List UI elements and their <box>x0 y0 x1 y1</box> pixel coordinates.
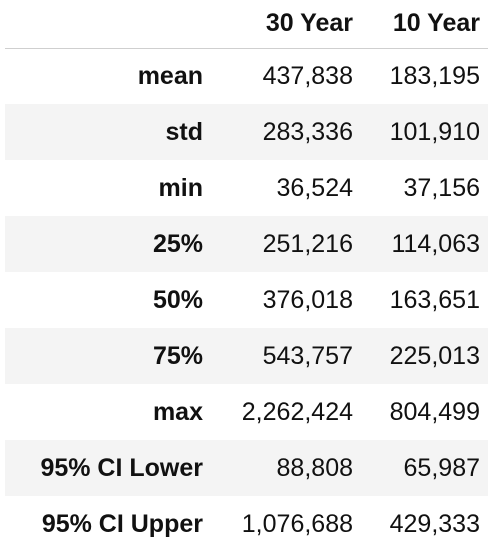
column-header-30-year: 30 Year <box>211 0 359 49</box>
table-row: 95% CI Lower 88,808 65,987 <box>5 440 488 496</box>
cell-max-10-year: 804,499 <box>389 397 480 426</box>
column-header-10-year: 10 Year <box>359 0 488 49</box>
row-label-75-percent: 75% <box>152 341 203 370</box>
table-header: 30 Year 10 Year <box>5 0 488 49</box>
index-header <box>5 0 211 49</box>
cell-std-10-year: 101,910 <box>389 117 480 146</box>
header-row: 30 Year 10 Year <box>5 0 488 49</box>
table-row: 50% 376,018 163,651 <box>5 272 488 328</box>
cell-mean-10-year: 183,195 <box>389 61 480 90</box>
cell-max-30-year: 2,262,424 <box>241 397 353 426</box>
row-label-min: min <box>158 173 203 202</box>
row-label-95-ci-lower: 95% CI Lower <box>40 453 203 482</box>
table-row: 95% CI Upper 1,076,688 429,333 <box>5 496 488 552</box>
row-label-25-percent: 25% <box>152 229 203 258</box>
table-row: max 2,262,424 804,499 <box>5 384 488 440</box>
table-row: mean 437,838 183,195 <box>5 48 488 104</box>
table-body: mean 437,838 183,195 std 283,336 101,910… <box>5 48 488 552</box>
cell-25-percent-30-year: 251,216 <box>262 229 353 258</box>
cell-95-ci-upper-30-year: 1,076,688 <box>241 509 353 538</box>
cell-std-30-year: 283,336 <box>262 117 353 146</box>
cell-25-percent-10-year: 114,063 <box>391 229 480 258</box>
cell-min-30-year: 36,524 <box>276 173 353 202</box>
cell-min-10-year: 37,156 <box>403 173 480 202</box>
cell-75-percent-10-year: 225,013 <box>389 341 480 370</box>
row-label-50-percent: 50% <box>152 285 203 314</box>
cell-50-percent-30-year: 376,018 <box>262 285 353 314</box>
table-row: min 36,524 37,156 <box>5 160 488 216</box>
table-row: 75% 543,757 225,013 <box>5 328 488 384</box>
cell-50-percent-10-year: 163,651 <box>389 285 480 314</box>
row-label-mean: mean <box>137 61 203 90</box>
table-row: 25% 251,216 114,063 <box>5 216 488 272</box>
cell-mean-30-year: 437,838 <box>262 61 353 90</box>
cell-95-ci-upper-10-year: 429,333 <box>389 509 480 538</box>
row-label-95-ci-upper: 95% CI Upper <box>41 509 203 538</box>
cell-95-ci-lower-30-year: 88,808 <box>276 453 353 482</box>
summary-statistics-table: 30 Year 10 Year mean 437,838 183,195 std… <box>5 0 488 552</box>
cell-95-ci-lower-10-year: 65,987 <box>403 453 480 482</box>
cell-75-percent-30-year: 543,757 <box>262 341 353 370</box>
row-label-std: std <box>165 117 204 146</box>
table-row: std 283,336 101,910 <box>5 104 488 160</box>
row-label-max: max <box>152 397 203 426</box>
